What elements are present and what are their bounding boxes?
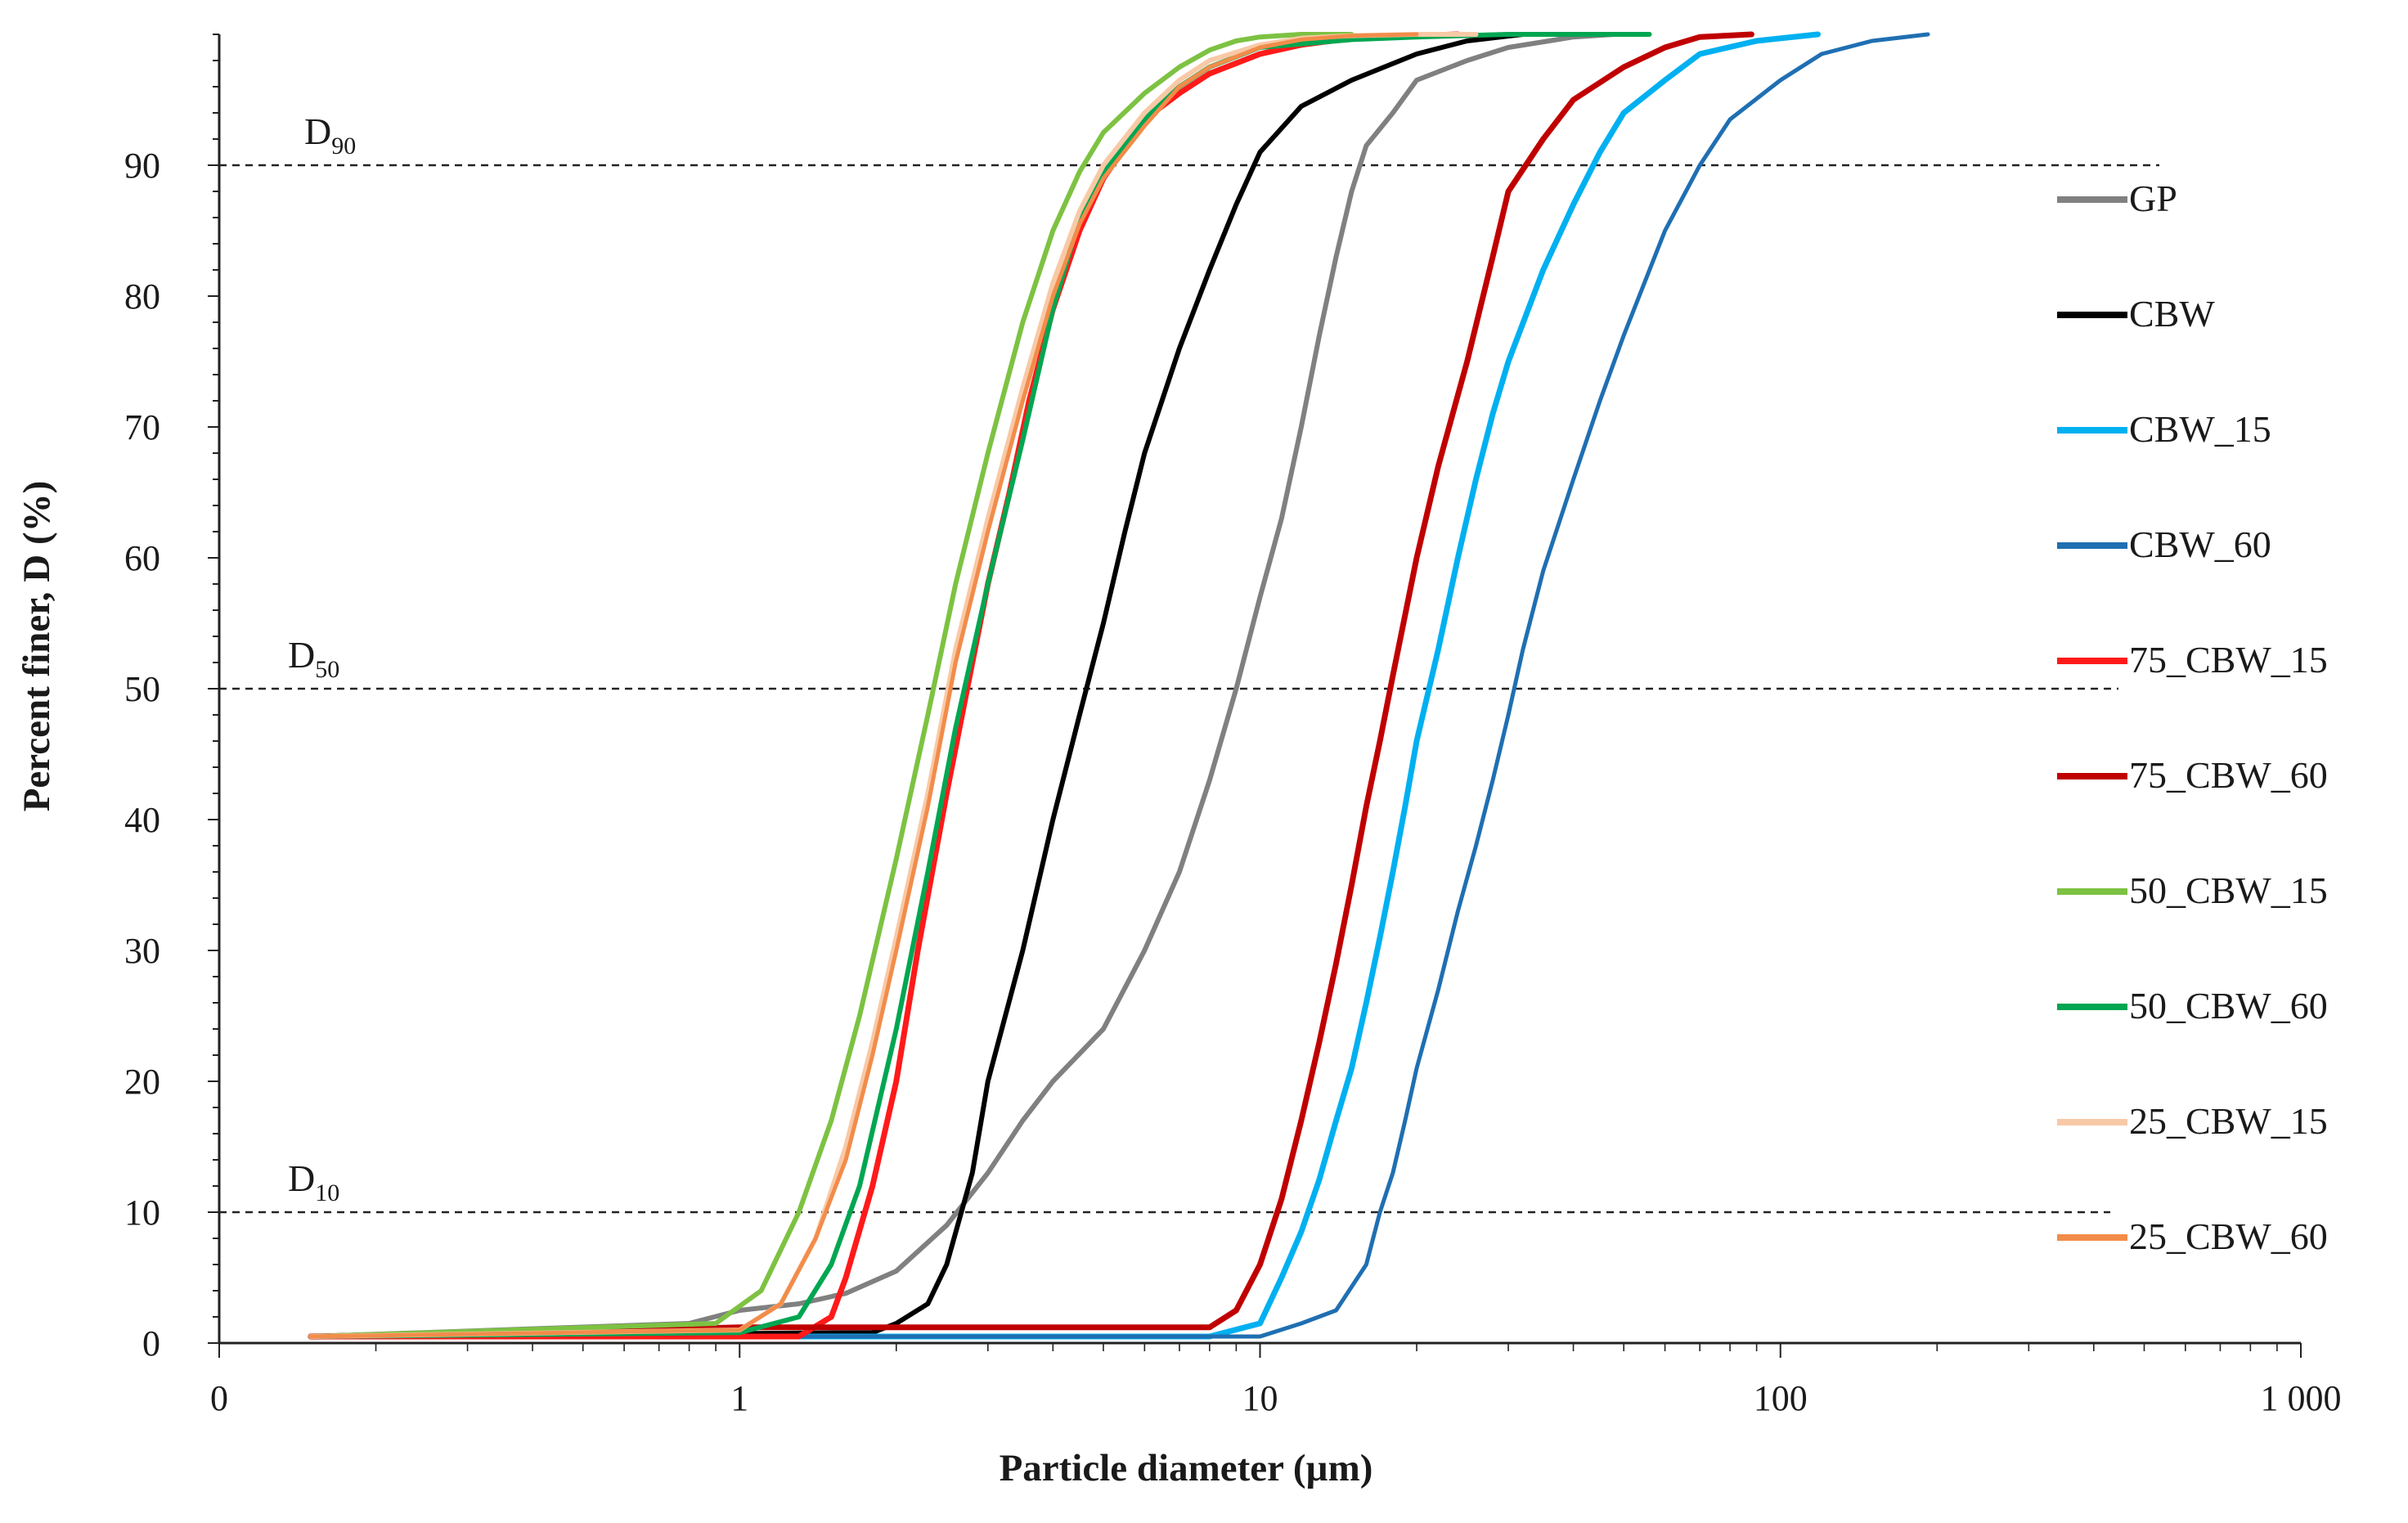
y-tick-label: 20 (124, 1062, 160, 1102)
series-line-50-cbw-60 (308, 32, 1652, 1339)
legend-label-75-cbw-60: 75_CBW_60 (2129, 754, 2328, 796)
x-axis-title: Particle diameter (µm) (1000, 1447, 1373, 1489)
legend-label-cbw: CBW (2129, 293, 2215, 335)
x-tick-label: 0 (210, 1378, 228, 1418)
series-line-25-cbw-60 (308, 32, 1419, 1339)
reference-label-d10: D10 (288, 1157, 339, 1206)
series-line-gp (308, 32, 1617, 1339)
reference-lines: D90 D50 D10 (219, 110, 2159, 1214)
legend-label-50-cbw-15: 50_CBW_15 (2129, 869, 2328, 911)
y-axis-title: Percent finer, D (%) (16, 481, 58, 812)
series-line-cbw-60 (308, 32, 1930, 1339)
y-tick-label: 90 (124, 146, 160, 186)
legend: GP CBW CBW_15 CBW_60 75_CBW_15 75_CBW_60 50_CB… (2057, 177, 2328, 1257)
legend-label-50-cbw-60: 50_CBW_60 (2129, 985, 2328, 1027)
y-tick-label: 60 (124, 538, 160, 578)
legend-label-25-cbw-60: 25_CBW_60 (2129, 1215, 2328, 1257)
legend-label-75-cbw-15: 75_CBW_15 (2129, 639, 2328, 681)
y-tick-label: 50 (124, 669, 160, 709)
series-line-cbw-15 (308, 31, 1821, 1340)
y-tick-label: 0 (142, 1323, 160, 1364)
series-line-75-cbw-60 (308, 31, 1754, 1340)
reference-label-d90: D90 (304, 110, 356, 159)
legend-label-cbw-15: CBW_15 (2129, 408, 2271, 450)
x-tick-label: 1 (730, 1378, 748, 1418)
series-line-50-cbw-15 (308, 32, 1354, 1339)
y-tick-label: 10 (124, 1193, 160, 1233)
y-tick-label: 70 (124, 407, 160, 447)
series-line-cbw (308, 32, 1525, 1339)
x-tick-label: 1 000 (2261, 1378, 2342, 1418)
series-line-75-cbw-15 (308, 31, 1461, 1340)
reference-label-d50: D50 (288, 634, 339, 683)
x-tick-label: 100 (1754, 1378, 1808, 1418)
axes: 0 10 20 30 40 50 60 70 80 90 0 1 10 100 1 000 (124, 34, 2342, 1418)
series-line-25-cbw-15 (308, 32, 1479, 1339)
y-tick-label: 80 (124, 276, 160, 317)
legend-label-cbw-60: CBW_60 (2129, 523, 2271, 565)
y-tick-label: 30 (124, 931, 160, 971)
legend-label-25-cbw-15: 25_CBW_15 (2129, 1100, 2328, 1142)
x-tick-label: 10 (1242, 1378, 1278, 1418)
data-series (308, 31, 1930, 1340)
legend-label-gp: GP (2129, 177, 2177, 219)
y-tick-label: 40 (124, 800, 160, 840)
